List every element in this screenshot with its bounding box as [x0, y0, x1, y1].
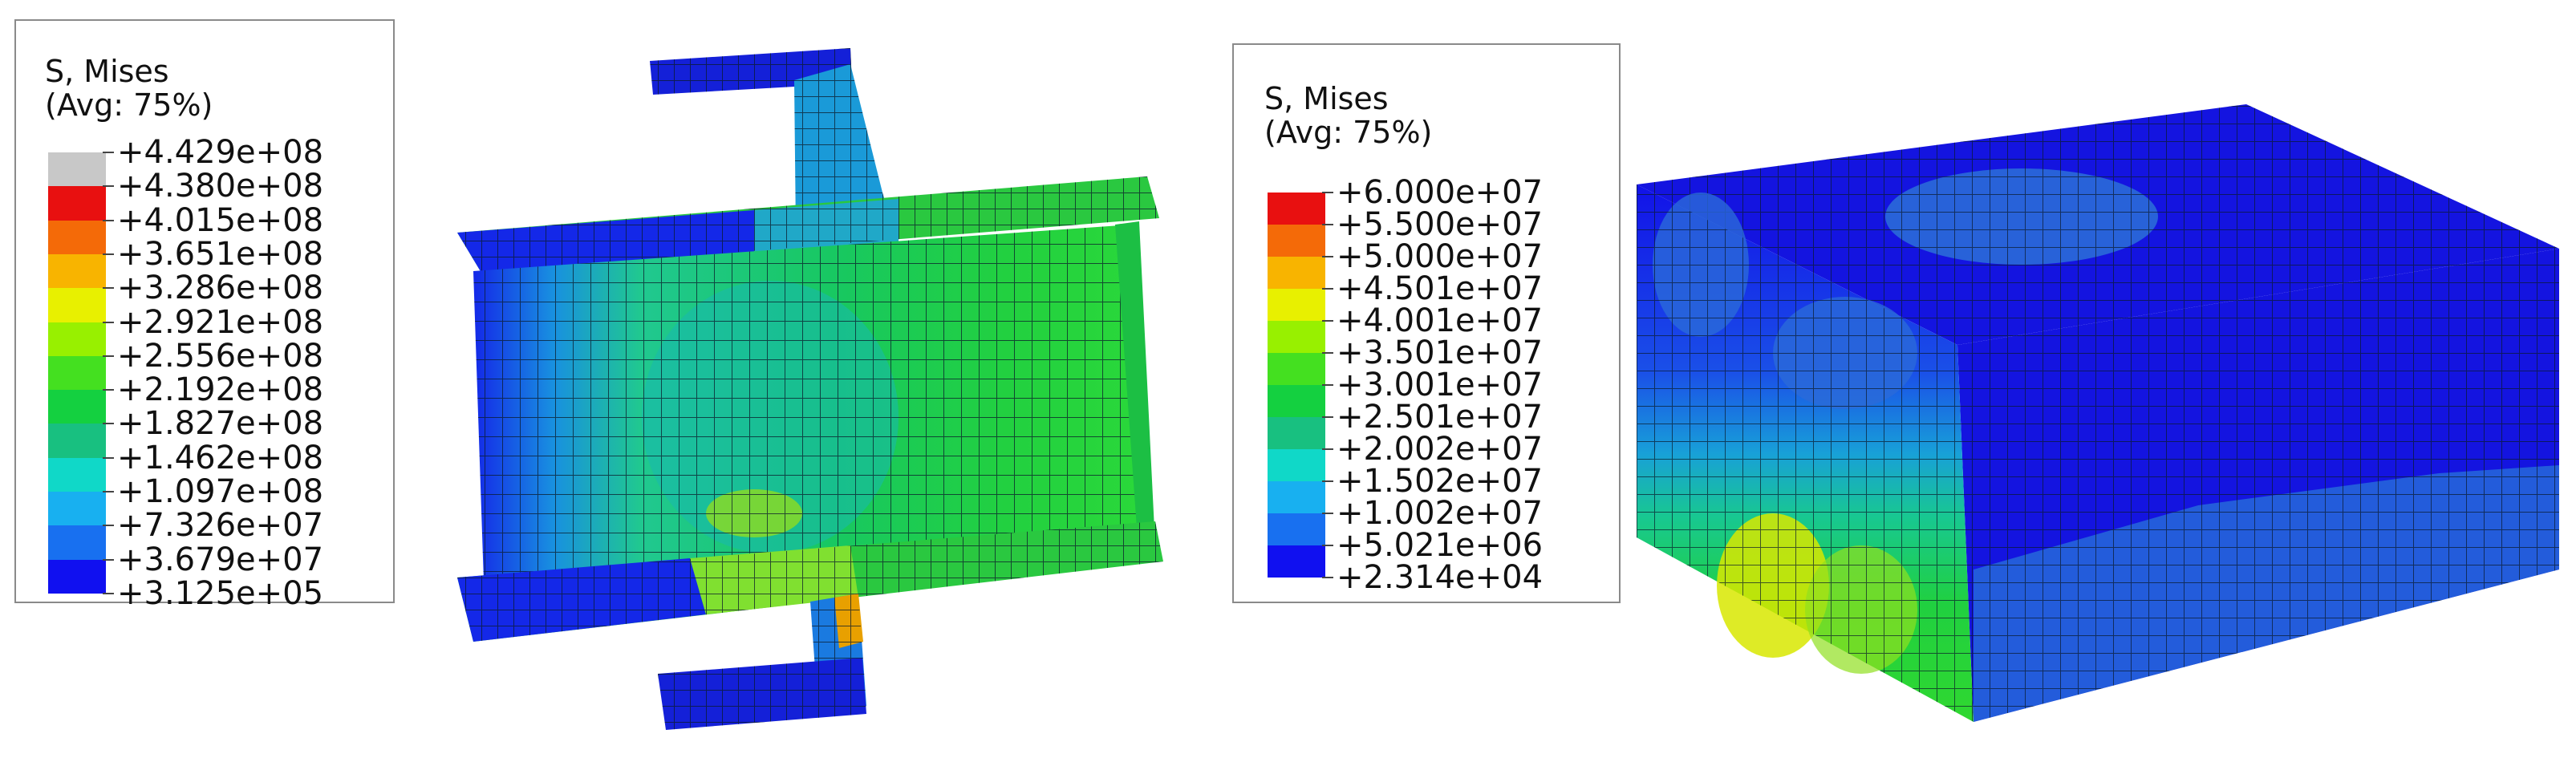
legend-tick	[1322, 577, 1333, 578]
legend-value-label: +2.002e+07	[1337, 431, 1544, 468]
ibeam-stress-contour-model	[457, 48, 1163, 730]
legend-tick	[103, 152, 114, 153]
legend-tick	[103, 593, 114, 594]
legend-tick	[1322, 480, 1333, 482]
legend-value-label: +2.556e+08	[117, 337, 324, 375]
legend-right-labels: +6.000e+07 +5.500e+07 +5.000e+07 +4.501e+07…	[1322, 176, 1606, 594]
legend-tick	[103, 456, 114, 459]
legend-value-label: +4.501e+07	[1337, 270, 1544, 307]
legend-value-label: +1.462e+08	[117, 439, 324, 476]
legend-color-swatch	[48, 457, 106, 492]
legend-color-swatch	[48, 424, 106, 458]
legend-value-label: +3.286e+08	[117, 270, 324, 307]
legend-color-swatch	[48, 220, 106, 254]
legend-color-swatch	[1268, 385, 1325, 417]
legend-color-swatch	[1268, 353, 1325, 385]
legend-right-color-scale	[1268, 193, 1325, 578]
legend-value-label: +3.679e+07	[117, 541, 324, 578]
legend-tick	[1322, 545, 1333, 546]
legend-value-label: +6.000e+07	[1337, 174, 1544, 211]
legend-right-title-line2: (Avg: 75%)	[1264, 115, 1433, 150]
legend-right: S, Mises (Avg: 75%) +6.000e+07 +5.500e+07…	[1232, 43, 1621, 603]
legend-tick	[1322, 192, 1333, 193]
legend-value-label: +5.500e+07	[1337, 206, 1544, 243]
legend-color-swatch	[1268, 449, 1325, 481]
legend-value-label: +7.326e+07	[117, 507, 324, 545]
legend-value-label: +5.000e+07	[1337, 238, 1544, 275]
legend-tick	[1322, 224, 1333, 225]
legend-tick	[103, 321, 114, 323]
legend-color-swatch	[48, 322, 106, 356]
legend-color-swatch	[48, 152, 106, 187]
legend-tick	[1322, 256, 1333, 257]
legend-value-label: +2.192e+08	[117, 371, 324, 409]
legend-value-label: +3.001e+07	[1337, 367, 1544, 403]
legend-tick	[103, 525, 114, 527]
legend-left-title: S, Mises (Avg: 75%)	[45, 55, 213, 122]
legend-tick	[103, 253, 114, 255]
legend-tick	[103, 491, 114, 493]
legend-tick	[1322, 513, 1333, 514]
legend-tick	[103, 423, 114, 425]
legend-value-label: +2.921e+08	[117, 303, 324, 341]
legend-color-swatch	[1268, 513, 1325, 545]
legend-value-label: +1.097e+08	[117, 473, 324, 511]
legend-tick	[103, 219, 114, 221]
legend-tick	[103, 185, 114, 188]
legend-left: S, Mises (Avg: 75%) +4.429e+08 +4.380e+08…	[14, 19, 395, 610]
legend-left-labels: +4.429e+08 +4.380e+08 +4.015e+08 +3.651e+08…	[103, 136, 379, 610]
legend-value-label: +4.429e+08	[117, 134, 324, 171]
legend-value-label: +2.501e+07	[1337, 399, 1544, 436]
legend-right-title-line1: S, Mises	[1264, 81, 1389, 116]
legend-color-swatch	[48, 390, 106, 424]
legend-color-swatch	[1268, 481, 1325, 513]
legend-color-swatch	[48, 525, 106, 560]
legend-tick	[103, 389, 114, 391]
legend-color-swatch	[1268, 321, 1325, 353]
legend-tick	[103, 355, 114, 357]
legend-color-swatch	[1268, 193, 1325, 225]
legend-value-label: +2.314e+04	[1337, 559, 1544, 596]
legend-value-label: +4.380e+08	[117, 168, 324, 205]
legend-left-title-line1: S, Mises	[45, 54, 169, 89]
legend-value-label: +1.827e+08	[117, 405, 324, 443]
legend-value-label: +1.002e+07	[1337, 495, 1544, 532]
legend-value-label: +3.501e+07	[1337, 334, 1544, 371]
legend-right-title: S, Mises (Avg: 75%)	[1264, 82, 1432, 149]
legend-value-label: +3.125e+05	[117, 575, 324, 612]
legend-value-label: +4.001e+07	[1337, 302, 1544, 339]
legend-color-swatch	[1268, 545, 1325, 578]
legend-color-swatch	[48, 253, 106, 289]
legend-value-label: +4.015e+08	[117, 201, 324, 239]
legend-left-color-scale	[48, 152, 106, 594]
legend-color-swatch	[48, 288, 106, 322]
legend-tick	[1322, 352, 1333, 354]
legend-tick	[103, 287, 114, 290]
legend-value-label: +3.651e+08	[117, 235, 324, 273]
legend-color-swatch	[1268, 225, 1325, 257]
legend-color-swatch	[1268, 257, 1325, 289]
legend-tick	[1322, 320, 1333, 322]
legend-color-swatch	[1268, 417, 1325, 449]
legend-tick	[1322, 416, 1333, 418]
block-stress-contour-model	[1637, 104, 2559, 722]
legend-color-swatch	[1268, 289, 1325, 321]
legend-left-title-line2: (Avg: 75%)	[45, 87, 213, 123]
legend-color-swatch	[48, 559, 106, 594]
legend-tick	[1322, 384, 1333, 386]
legend-color-swatch	[48, 355, 106, 391]
legend-value-label: +5.021e+06	[1337, 527, 1544, 564]
legend-color-swatch	[48, 186, 106, 221]
legend-tick	[1322, 288, 1333, 290]
legend-color-swatch	[48, 492, 106, 526]
legend-value-label: +1.502e+07	[1337, 463, 1544, 500]
legend-tick	[1322, 448, 1333, 450]
legend-tick	[103, 558, 114, 561]
